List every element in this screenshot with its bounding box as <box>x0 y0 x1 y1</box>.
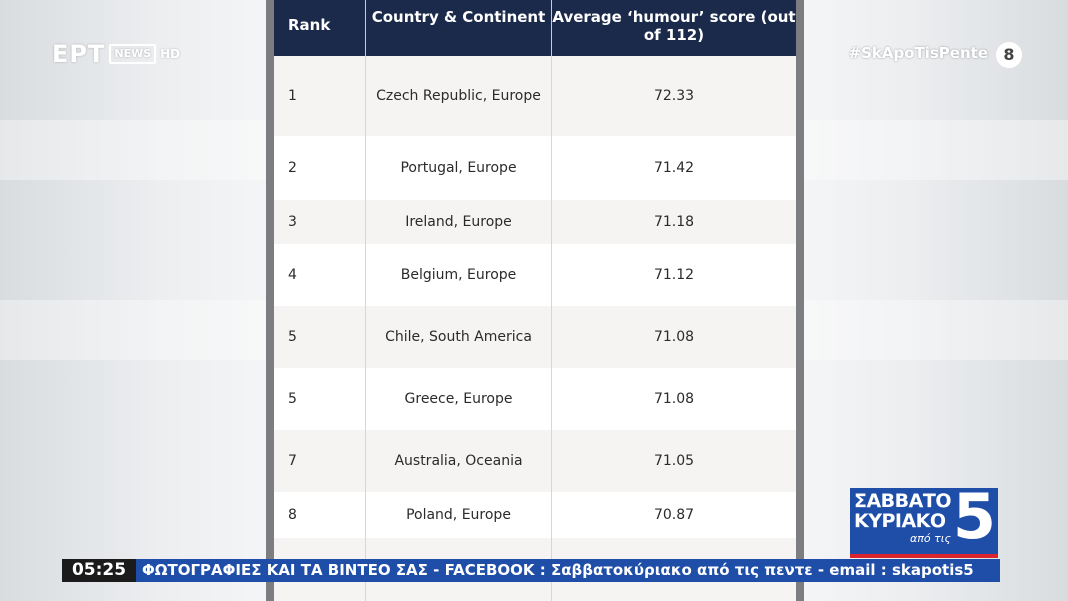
hd-badge: HD <box>160 47 181 61</box>
row-score: 70.87 <box>653 507 695 523</box>
channel-logo: ΕΡΤ NEWS HD <box>52 40 180 68</box>
row-country: Greece, Europe <box>366 368 552 430</box>
row-rank: 7 <box>274 430 366 492</box>
promo-number: 5 <box>952 480 996 553</box>
table-row: 2 Portugal, Europe 71.42 <box>274 136 796 200</box>
news-badge: NEWS <box>109 44 157 64</box>
ticker-time: 05:25 <box>62 559 136 582</box>
row-score: 71.18 <box>653 214 695 230</box>
row-country: Belgium, Europe <box>366 244 552 306</box>
channel-number-icon: 8 <box>996 42 1022 68</box>
header-rank: Rank <box>274 0 366 56</box>
show-hashtag: #SkApoTisPente <box>848 44 989 62</box>
table-row: 4 Belgium, Europe 71.12 <box>274 244 796 306</box>
show-promo-logo: ΣΑΒΒΑΤΟ ΚΥΡΙΑΚΟ 5 από τις <box>850 484 998 558</box>
row-score: 71.12 <box>653 267 695 283</box>
row-country: Czech Republic, Europe <box>366 56 552 136</box>
humour-table: Rank Country & Continent Average ‘humour… <box>274 0 796 601</box>
header-score: Average ‘humour’ score (out of 112) <box>552 8 796 44</box>
table-header: Rank Country & Continent Average ‘humour… <box>274 0 796 56</box>
promo-line-2: ΚΥΡΙΑΚΟ <box>854 510 946 532</box>
table-row: 7 Australia, Oceania 71.05 <box>274 430 796 492</box>
promo-subtitle: από τις <box>910 532 951 545</box>
table-row: 1 Czech Republic, Europe 72.33 <box>274 56 796 136</box>
ticker-text: ΦΩΤΟΓΡΑΦΙΕΣ ΚΑΙ ΤΑ ΒΙΝΤΕΟ ΣΑΣ - FACEBOOK… <box>142 561 974 579</box>
header-country: Country & Continent <box>366 0 552 56</box>
row-rank: 4 <box>274 244 366 306</box>
row-country: Poland, Europe <box>366 492 552 538</box>
row-score: 72.33 <box>653 88 695 104</box>
row-score: 71.05 <box>653 453 695 469</box>
row-country: Ireland, Europe <box>366 200 552 244</box>
row-rank: 3 <box>274 200 366 244</box>
table-row: 5 Chile, South America 71.08 <box>274 306 796 368</box>
table-row: 3 Ireland, Europe 71.18 <box>274 200 796 244</box>
row-rank: 8 <box>274 492 366 538</box>
row-rank: 5 <box>274 368 366 430</box>
row-rank: 1 <box>274 56 366 136</box>
promo-line-1: ΣΑΒΒΑΤΟ <box>854 490 951 512</box>
row-rank: 2 <box>274 136 366 200</box>
table-row: 8 Poland, Europe 70.87 <box>274 492 796 538</box>
row-country: Australia, Oceania <box>366 430 552 492</box>
channel-logo-text: ΕΡΤ <box>52 40 106 68</box>
news-ticker: 05:25 ΦΩΤΟΓΡΑΦΙΕΣ ΚΑΙ ΤΑ ΒΙΝΤΕΟ ΣΑΣ - FA… <box>62 559 1000 582</box>
table-frame: Rank Country & Continent Average ‘humour… <box>266 0 804 601</box>
row-country: Chile, South America <box>366 306 552 368</box>
table-row: 5 Greece, Europe 71.08 <box>274 368 796 430</box>
row-country: Portugal, Europe <box>366 136 552 200</box>
row-score: 71.08 <box>653 329 695 345</box>
row-rank: 5 <box>274 306 366 368</box>
row-score: 71.42 <box>653 160 695 176</box>
row-score: 71.08 <box>653 391 695 407</box>
